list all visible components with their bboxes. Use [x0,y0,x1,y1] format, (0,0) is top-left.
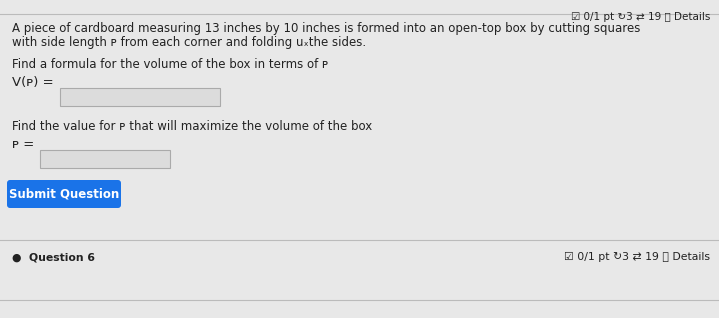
Text: ☑ 0/1 pt ↻3 ⇄ 19 ⓘ Details: ☑ 0/1 pt ↻3 ⇄ 19 ⓘ Details [564,252,710,262]
Text: V(ᴩ) =: V(ᴩ) = [12,76,54,89]
Text: Find a formula for the volume of the box in terms of ᴩ: Find a formula for the volume of the box… [12,58,329,71]
Text: ●  Question 6: ● Question 6 [12,252,95,262]
FancyBboxPatch shape [7,180,121,208]
Text: A piece of cardboard measuring 13 inches by 10 inches is formed into an open-top: A piece of cardboard measuring 13 inches… [12,22,641,35]
Text: ᴩ =: ᴩ = [12,138,35,151]
Text: Submit Question: Submit Question [9,188,119,201]
Text: ☑ 0/1 pt ↻3 ⇄ 19 ⓘ Details: ☑ 0/1 pt ↻3 ⇄ 19 ⓘ Details [571,12,710,22]
Text: Find the value for ᴩ that will maximize the volume of the box: Find the value for ᴩ that will maximize … [12,120,372,133]
FancyBboxPatch shape [60,88,220,106]
FancyBboxPatch shape [40,150,170,168]
Text: with side length ᴩ from each corner and folding uₓthe sides.: with side length ᴩ from each corner and … [12,36,366,49]
